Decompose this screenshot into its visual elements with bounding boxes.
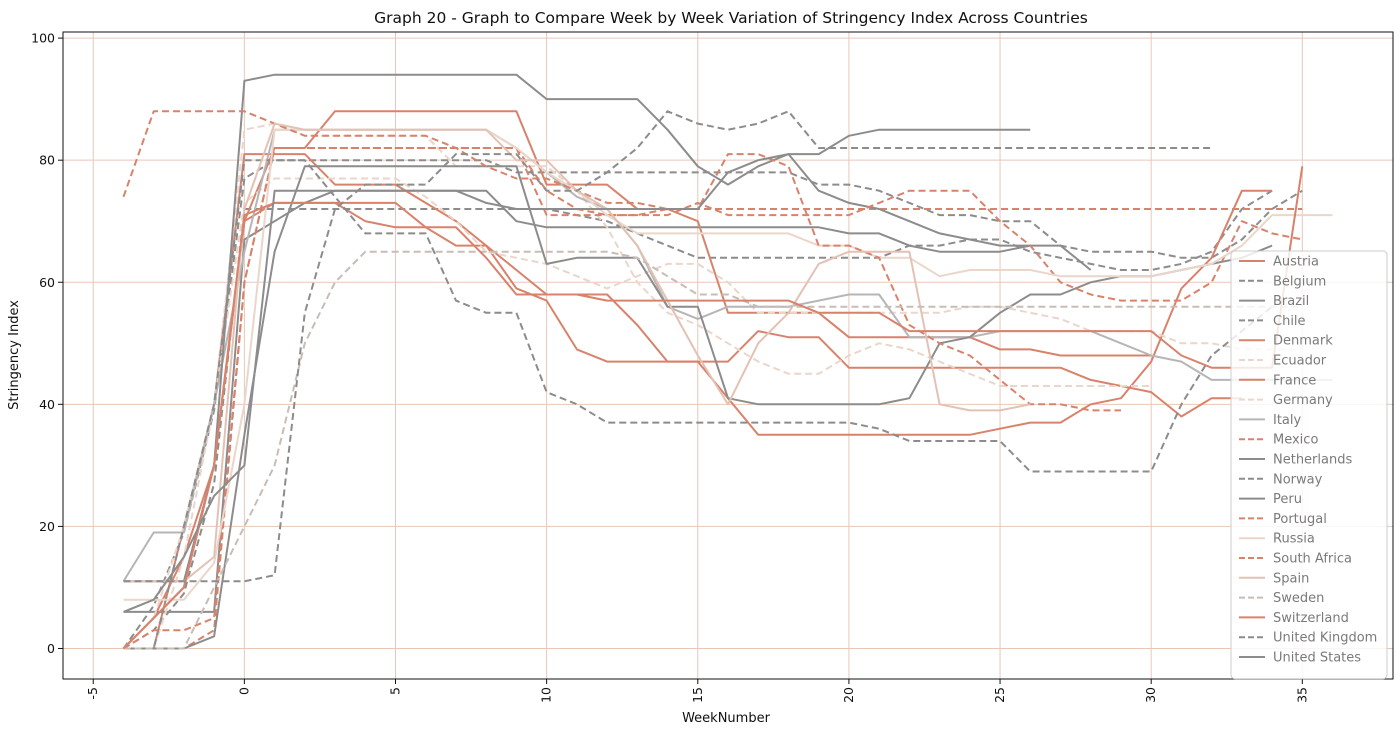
series-line-peru xyxy=(123,73,1092,583)
x-tick-label: 35 xyxy=(1294,687,1309,703)
y-tick-label: 80 xyxy=(39,153,55,168)
series-line-norway xyxy=(123,159,1273,650)
legend-label: Chile xyxy=(1273,314,1306,329)
y-tick-label: 40 xyxy=(39,397,55,412)
series-line-sweden xyxy=(123,250,1303,650)
series-line-united-states xyxy=(123,128,1031,613)
legend-label: South Africa xyxy=(1273,552,1352,567)
legend-label: Russia xyxy=(1273,532,1315,547)
x-tick-label: 10 xyxy=(539,687,554,703)
legend-label: Peru xyxy=(1273,492,1302,507)
legend-label: Spain xyxy=(1273,571,1309,586)
legend-label: Portugal xyxy=(1273,512,1327,527)
y-tick-label: 20 xyxy=(39,519,55,534)
y-tick-label: 0 xyxy=(47,641,55,656)
x-tick-label: 30 xyxy=(1143,687,1158,703)
x-tick-label: 5 xyxy=(388,687,403,695)
y-tick-label: 100 xyxy=(31,31,55,46)
legend-label: France xyxy=(1273,373,1316,388)
series-line-united-kingdom xyxy=(123,110,1212,583)
x-tick-label: 15 xyxy=(690,687,705,703)
axis-ticks: -5 0 5 10 15 20 25 30 35 0 20 40 60 80 100 xyxy=(31,31,1309,703)
y-tick-label: 60 xyxy=(39,275,55,290)
legend-label: Belgium xyxy=(1273,274,1326,289)
y-axis-label: Stringency Index xyxy=(7,300,22,410)
x-tick-label: -5 xyxy=(85,687,100,699)
legend-label: United Kingdom xyxy=(1273,631,1377,646)
legend-label: Switzerland xyxy=(1273,611,1349,626)
legend-box xyxy=(1230,250,1388,680)
legend: Austria Belgium Brazil Chile Denmark Ecuador F… xyxy=(1230,250,1388,680)
series-lines xyxy=(122,73,1333,650)
legend-label: United States xyxy=(1273,651,1361,666)
legend-label: Netherlands xyxy=(1273,453,1352,468)
legend-label: Norway xyxy=(1273,472,1323,487)
series-line-france xyxy=(122,110,1152,650)
legend-label: Sweden xyxy=(1273,591,1324,606)
series-line-chile xyxy=(122,159,1303,650)
grid-lines xyxy=(63,32,1393,679)
series-line-netherlands xyxy=(123,165,1273,650)
chart-title: Graph 20 - Graph to Compare Week by Week… xyxy=(374,9,1088,27)
plot-frame xyxy=(62,31,1394,680)
x-tick-label: 0 xyxy=(236,687,251,695)
series-line-mexico xyxy=(123,147,1303,650)
legend-label: Italy xyxy=(1273,413,1302,428)
series-line-brazil xyxy=(123,189,1031,613)
legend-label: Germany xyxy=(1273,393,1333,408)
legend-label: Mexico xyxy=(1273,433,1318,448)
series-line-germany xyxy=(122,177,1303,650)
x-axis-label: WeekNumber xyxy=(682,711,770,726)
x-tick-label: 20 xyxy=(841,687,856,703)
series-line-south-africa xyxy=(122,110,1121,412)
legend-label: Austria xyxy=(1273,255,1319,270)
legend-label: Denmark xyxy=(1273,334,1333,349)
series-line-switzerland xyxy=(122,166,1304,650)
legend-label: Brazil xyxy=(1273,294,1309,309)
series-line-denmark xyxy=(123,153,1273,650)
series-line-portugal xyxy=(122,147,1303,650)
legend-label: Ecuador xyxy=(1273,354,1327,369)
x-tick-label: 25 xyxy=(992,687,1007,703)
